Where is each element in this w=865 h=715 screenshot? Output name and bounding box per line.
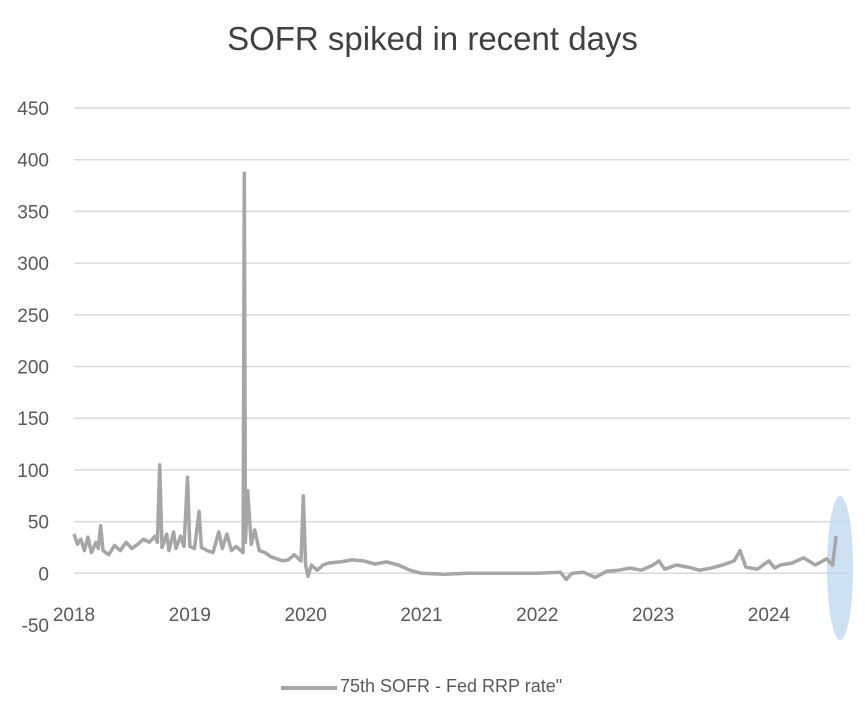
y-tick-label: 300 (17, 254, 49, 275)
x-tick-label: 2022 (516, 605, 558, 626)
y-tick-label: 400 (17, 151, 49, 172)
y-tick-label: 0 (38, 564, 49, 585)
gridlines (74, 107, 850, 575)
x-tick-label: 2019 (169, 605, 211, 626)
y-tick-label: 350 (17, 202, 49, 223)
x-tick-label: 2024 (748, 605, 791, 626)
x-axis: 2018 2019 2020 2021 2022 2023 2024 (53, 605, 791, 626)
highlight-ellipse (827, 495, 854, 640)
y-tick-label: 450 (17, 99, 49, 120)
x-tick-label: 2018 (53, 605, 95, 626)
series-lines (72, 171, 838, 582)
legend-label: 75th SOFR - Fed RRP rate" (340, 676, 563, 696)
y-tick-label: -50 (22, 616, 49, 637)
y-tick-label: 50 (28, 513, 49, 534)
legend: 75th SOFR - Fed RRP rate" (0, 674, 865, 700)
highlight-ellipse (827, 495, 854, 640)
legend-swatch (281, 686, 337, 690)
y-tick-label: 100 (17, 461, 49, 482)
series-line (72, 171, 838, 582)
y-tick-label: 150 (17, 409, 49, 430)
x-tick-label: 2021 (400, 605, 442, 626)
y-axis: -50 0 50 100 150 200 250 300 350 400 450 (17, 99, 49, 637)
y-tick-label: 200 (17, 358, 49, 379)
x-tick-label: 2020 (285, 605, 327, 626)
x-tick-label: 2023 (632, 605, 674, 626)
chart-title: SOFR spiked in recent days (227, 20, 638, 57)
y-tick-label: 250 (17, 306, 49, 327)
